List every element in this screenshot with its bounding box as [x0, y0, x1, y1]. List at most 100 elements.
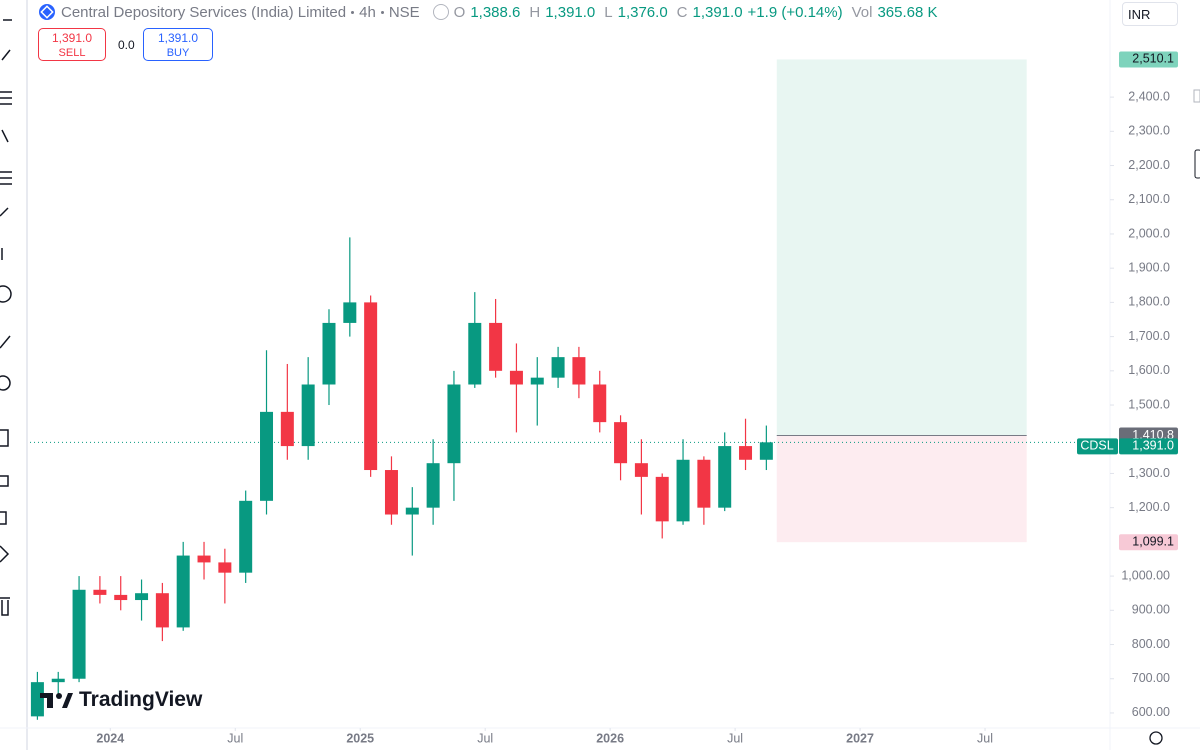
- candle-body: [301, 384, 315, 447]
- stop-label: 1,099.1: [1132, 534, 1174, 548]
- buy-label: BUY: [166, 47, 190, 59]
- candle-body: [572, 357, 586, 385]
- x-tick-label: Jul: [227, 731, 243, 745]
- x-tick-label: 2024: [96, 731, 124, 745]
- separator: [351, 10, 355, 14]
- candle-body: [343, 302, 357, 323]
- candle-body: [155, 593, 169, 628]
- y-tick-label: 2,100.0: [1128, 192, 1170, 206]
- last-price-label: 1,391.0: [1132, 439, 1174, 453]
- low-key: L: [604, 3, 613, 21]
- candle-body: [239, 500, 253, 573]
- left-toolbar: [0, 0, 28, 750]
- candle-body: [468, 322, 482, 385]
- candle-body: [280, 411, 294, 447]
- entry-label: 1,410.8: [1132, 428, 1174, 442]
- candle-body: [384, 470, 398, 515]
- x-tick-label: 2025: [346, 731, 374, 745]
- candle-body: [676, 459, 690, 522]
- market-status: [432, 4, 449, 20]
- candle-body: [655, 476, 669, 522]
- candle-body: [426, 463, 440, 508]
- candle-body: [93, 589, 107, 595]
- high-key: H: [529, 3, 541, 21]
- candle-body: [72, 589, 86, 679]
- low-value: 1,376.0: [617, 3, 668, 21]
- candle-body: [114, 594, 128, 601]
- y-tick-label: 1,600.0: [1128, 363, 1170, 377]
- plot-area: [30, 59, 1110, 720]
- separator: [380, 10, 384, 14]
- y-tick-label: 1,000.00: [1121, 568, 1170, 582]
- y-tick-label: 2,300.0: [1128, 124, 1170, 138]
- y-tick-label: 1,900.0: [1128, 260, 1170, 274]
- change: +1.9 (+0.14%): [747, 3, 843, 21]
- brand-icon: [40, 693, 73, 708]
- candle-body: [489, 322, 503, 371]
- scroll-handle: [1193, 89, 1200, 103]
- y-tick-label: 700.00: [1132, 671, 1170, 685]
- sell-button[interactable]: 1,391.0 SELL: [38, 28, 106, 61]
- open-value: 1,388.6: [470, 3, 521, 21]
- sell-label: SELL: [58, 47, 86, 59]
- candle-body: [51, 678, 65, 683]
- symbol-tag: CDSL: [1080, 439, 1113, 453]
- candle-body: [447, 384, 461, 464]
- sell-price: 1,391.0: [51, 31, 93, 45]
- y-tick-label: 600.00: [1132, 705, 1170, 719]
- y-tick-label: 2,200.0: [1128, 158, 1170, 172]
- buy-button[interactable]: 1,391.0 BUY: [143, 28, 213, 61]
- candle-body: [135, 593, 149, 601]
- open-key: O: [453, 3, 466, 21]
- y-tick-label: 900.00: [1132, 603, 1170, 617]
- x-tick-label: Jul: [477, 731, 493, 745]
- x-tick-label: Jul: [727, 731, 743, 745]
- settings-icon[interactable]: [1149, 731, 1163, 745]
- candle-body: [739, 446, 753, 460]
- symbol-tag-bg: [1077, 438, 1118, 455]
- symbol-name[interactable]: Central Depository Services (India) Limi…: [61, 3, 347, 21]
- y-tick-label: 800.00: [1132, 637, 1170, 651]
- candle-body: [634, 463, 648, 477]
- candle-body: [593, 384, 607, 423]
- candle-body: [364, 302, 378, 471]
- candle-body: [614, 422, 628, 464]
- candle-body: [218, 562, 232, 573]
- y-tick-label: 2,400.0: [1128, 89, 1170, 103]
- loss-zone: [776, 435, 1027, 543]
- brand-logo: TradingView: [40, 688, 202, 712]
- candle-body: [718, 446, 732, 508]
- candle-body: [405, 507, 419, 515]
- candle-body: [260, 411, 274, 501]
- x-tick-label: 2027: [846, 731, 874, 745]
- candle-body: [176, 555, 190, 628]
- target-label: 2,510.1: [1132, 52, 1174, 66]
- y-tick-label: 1,500.0: [1128, 397, 1170, 411]
- brand-name: TradingView: [79, 688, 203, 711]
- symbol-icon: [39, 4, 55, 20]
- scroll-handle: [1194, 149, 1200, 179]
- stop-label-bg: [1119, 534, 1178, 551]
- high-value: 1,391.0: [545, 3, 596, 21]
- symbol-header: Central Depository Services (India) Limi…: [38, 3, 938, 21]
- candle-body: [509, 370, 523, 385]
- interval[interactable]: 4h: [359, 3, 376, 21]
- exchange: NSE: [388, 3, 420, 21]
- y-tick-label: 1,700.0: [1128, 329, 1170, 343]
- entry-label-bg: [1119, 427, 1178, 444]
- y-tick-label: 1,800.0: [1128, 295, 1170, 309]
- y-tick-label: 2,000.0: [1128, 226, 1170, 240]
- x-tick-label: Jul: [977, 731, 993, 745]
- currency-select[interactable]: INR: [1122, 2, 1178, 26]
- y-tick-label: 1,200.0: [1128, 500, 1170, 514]
- profit-zone: [776, 59, 1027, 436]
- candle-body: [697, 459, 711, 508]
- target-label-bg: [1119, 51, 1178, 68]
- last-price-label-bg: [1119, 438, 1178, 455]
- close-key: C: [676, 3, 688, 21]
- y-tick-label: 1,300.0: [1128, 466, 1170, 480]
- spread: 0.0: [118, 38, 135, 52]
- x-tick-label: 2026: [596, 731, 624, 745]
